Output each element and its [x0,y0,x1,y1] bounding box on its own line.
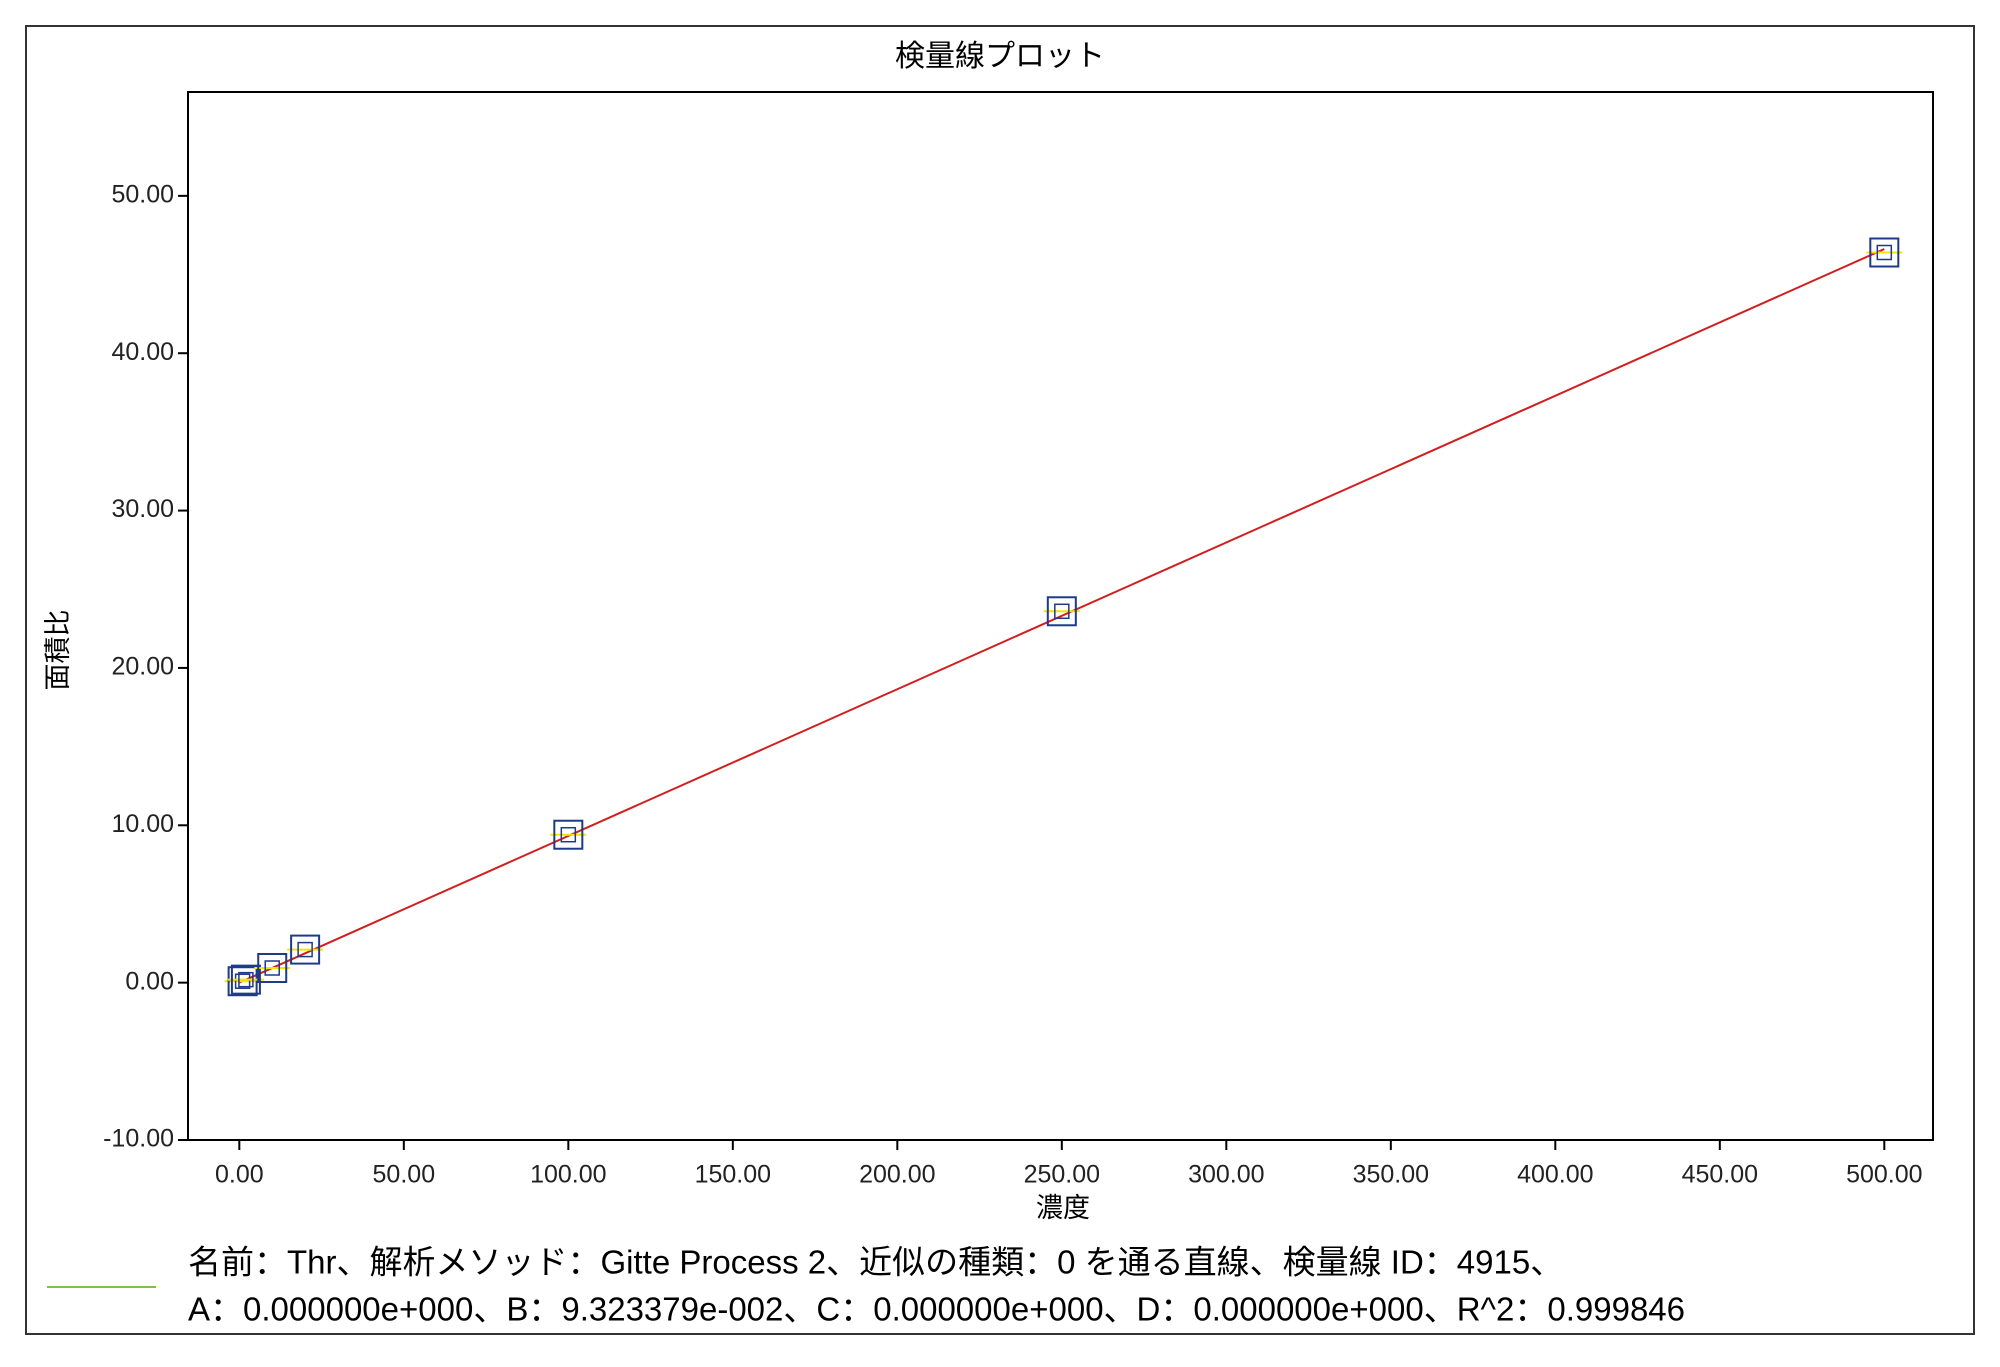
legend-text: A：0.000000e+000、B：9.323379e-002、C：0.0000… [188,1291,1685,1328]
x-tick-label: 200.00 [859,1161,935,1189]
x-tick-label: 0.00 [215,1161,264,1189]
x-tick-label: 100.00 [530,1161,606,1189]
x-tick-label: 300.00 [1188,1161,1264,1189]
data-point [257,953,288,984]
fit-line [238,248,1885,984]
x-tick-label: 250.00 [1024,1161,1100,1189]
x-tick-label: 500.00 [1846,1161,1922,1189]
y-tick-label: 50.00 [111,180,174,208]
x-tick-label: 350.00 [1353,1161,1429,1189]
data-point [1869,237,1900,268]
y-tick-label: 0.00 [125,967,174,995]
x-tick-label: 150.00 [695,1161,771,1189]
data-point [553,819,584,850]
data-point [227,966,258,997]
y-axis-label: 面積比 [43,610,73,691]
y-tick-label: 20.00 [111,653,174,681]
chart-title: 検量線プロット [895,40,1105,73]
y-tick-label: 30.00 [111,495,174,523]
x-axis-label: 濃度 [1036,1193,1090,1223]
x-tick-label: 400.00 [1517,1161,1593,1189]
legend-text: 名前：Thr、解析メソッド：Gitte Process 2、近似の種類：0 を通… [188,1244,1563,1281]
y-tick-label: 10.00 [111,810,174,838]
data-point [1046,596,1077,627]
data-point [230,964,261,995]
data-point [290,934,321,965]
x-tick-label: 450.00 [1682,1161,1758,1189]
x-tick-label: 50.00 [373,1161,436,1189]
y-tick-label: -10.00 [103,1125,174,1153]
y-tick-label: 40.00 [111,338,174,366]
